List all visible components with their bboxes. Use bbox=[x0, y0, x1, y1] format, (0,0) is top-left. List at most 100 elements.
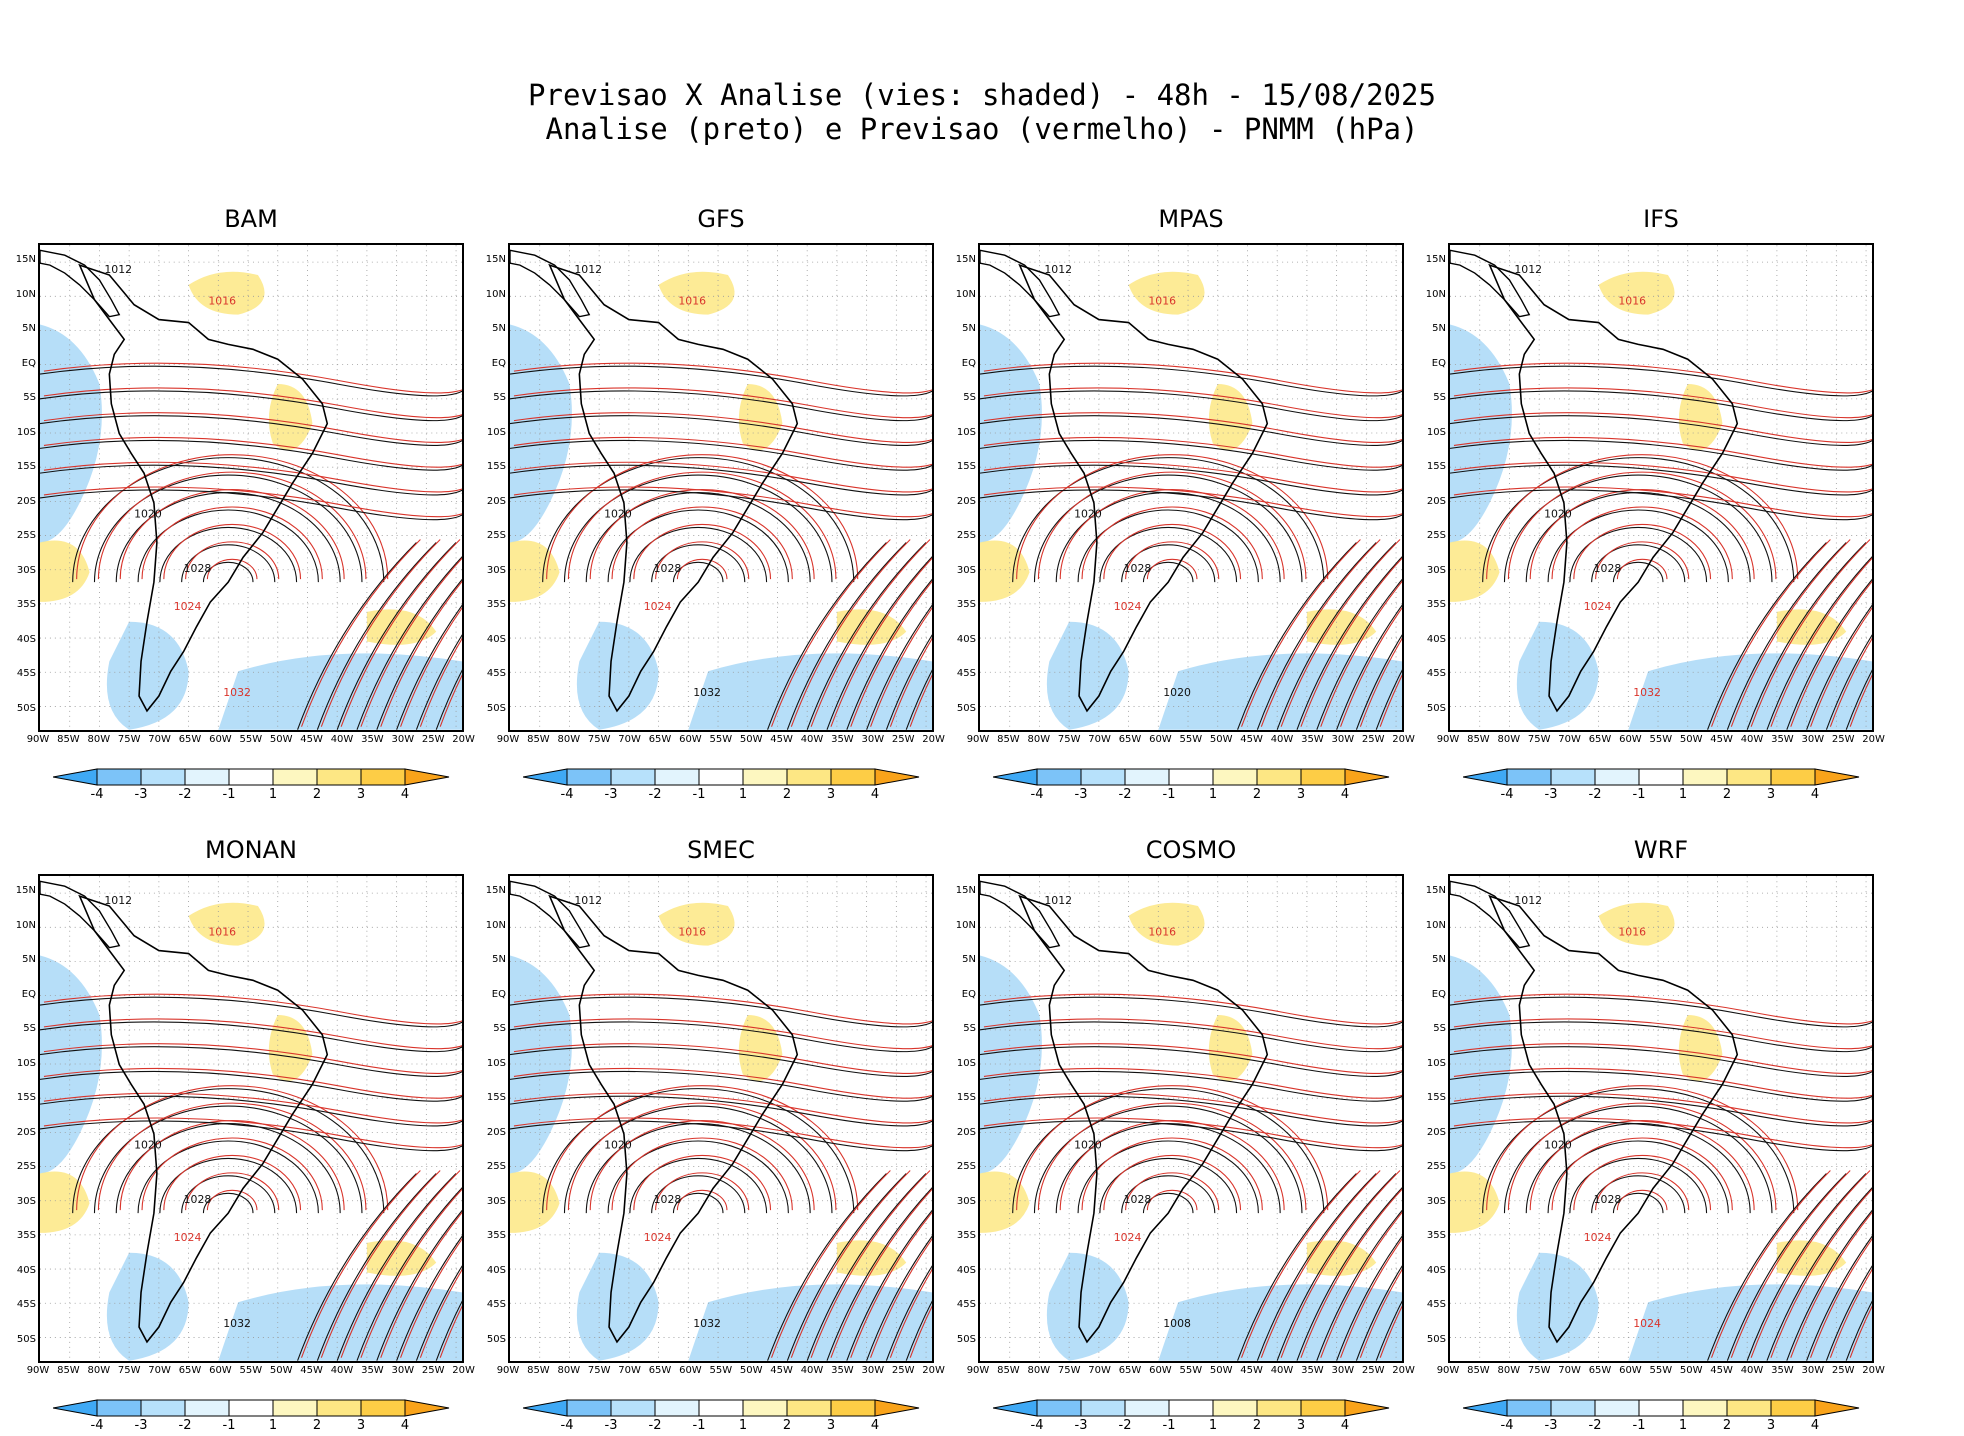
analysis-isobar bbox=[651, 544, 746, 583]
analysis-isobar bbox=[980, 1070, 1402, 1102]
analysis-isobar bbox=[846, 1209, 932, 1361]
latitude-tick-label: EQ bbox=[961, 357, 976, 369]
longitude-tick-label: 20W bbox=[922, 1365, 945, 1376]
isobar-label: 1020 bbox=[1544, 1139, 1572, 1152]
analysis-isobar bbox=[510, 1095, 932, 1127]
forecast-isobar bbox=[380, 580, 462, 727]
latitude-tick-label: 25S bbox=[956, 1161, 976, 1172]
analysis-isobar bbox=[672, 1192, 724, 1214]
colorbar-tick-label: -3 bbox=[134, 787, 148, 802]
colorbar-tick-label: 2 bbox=[1252, 787, 1262, 802]
analysis-isobar bbox=[510, 996, 932, 1028]
longitude-tick-label: 35W bbox=[1301, 1365, 1324, 1376]
positive-bias-area bbox=[980, 540, 1030, 602]
latitude-tick-label: 40S bbox=[1426, 633, 1446, 645]
colorbar-tick-label: -3 bbox=[1074, 787, 1088, 802]
longitude-tick-label: 40W bbox=[330, 1365, 354, 1376]
colorbar-segment bbox=[228, 768, 274, 786]
colorbar-segment bbox=[272, 768, 318, 786]
forecast-isobar bbox=[790, 1170, 911, 1358]
positive-bias-area bbox=[40, 540, 90, 602]
colorbar-tick-label: 3 bbox=[826, 1418, 836, 1433]
analysis-isobar bbox=[866, 1235, 932, 1361]
latitude-tick-label: 5N bbox=[1432, 954, 1446, 965]
analysis-isobar bbox=[202, 561, 254, 583]
latitude-tick-label: 25S bbox=[1426, 530, 1446, 541]
analysis-isobar bbox=[297, 1173, 417, 1361]
longitude-tick-label: 55W bbox=[1179, 734, 1203, 745]
forecast-isobar bbox=[909, 674, 932, 727]
latitude-tick-label: 20S bbox=[956, 1126, 976, 1138]
analysis-isobar bbox=[40, 996, 462, 1028]
colorbar-segment bbox=[993, 768, 1038, 786]
analysis-isobar bbox=[510, 415, 932, 446]
latitude-tick-label: 35S bbox=[1426, 599, 1446, 610]
forecast-isobar bbox=[676, 558, 728, 580]
analysis-isobar bbox=[1355, 634, 1402, 730]
forecast-isobar bbox=[1453, 1018, 1872, 1050]
analysis-isobar bbox=[866, 604, 932, 730]
analysis-isobar bbox=[1786, 578, 1872, 730]
latitude-tick-label: EQ bbox=[491, 988, 506, 1000]
colorbar-segment bbox=[96, 768, 142, 786]
colorbar-segment bbox=[360, 768, 406, 786]
latitude-tick-label: 35S bbox=[16, 599, 36, 610]
longitude-tick-label: 35W bbox=[831, 734, 854, 745]
colorbar-tick-label: -1 bbox=[1162, 787, 1176, 802]
forecast-isobar bbox=[185, 1172, 280, 1211]
latitude-tick-label: 10S bbox=[16, 426, 36, 438]
analysis-isobar bbox=[1845, 1300, 1872, 1361]
latitude-tick-label: 5N bbox=[962, 954, 976, 965]
forecast-isobar bbox=[870, 1238, 932, 1358]
analysis-isobar bbox=[542, 1088, 855, 1214]
forecast-isobar bbox=[141, 506, 323, 580]
colorbar-segment bbox=[523, 1399, 568, 1417]
latitude-tick-label: 15S bbox=[1426, 1092, 1446, 1103]
colorbar-segment bbox=[96, 1399, 142, 1417]
analysis-isobar bbox=[1256, 542, 1377, 730]
forecast-isobar bbox=[513, 1043, 932, 1074]
south-america-coastline bbox=[548, 894, 799, 1344]
forecast-isobar bbox=[1300, 1188, 1402, 1358]
analysis-isobar bbox=[826, 556, 932, 730]
forecast-isobar bbox=[1379, 674, 1402, 727]
forecast-isobar bbox=[546, 454, 859, 580]
analysis-isobar bbox=[629, 526, 768, 583]
isobar-label: 1020 bbox=[604, 1139, 632, 1152]
isobar-label: 1024 bbox=[1633, 1317, 1661, 1330]
analysis-isobar bbox=[72, 1088, 385, 1214]
forecast-isobar bbox=[1453, 993, 1872, 1025]
longitude-tick-label: 75W bbox=[1527, 734, 1551, 745]
analysis-isobar bbox=[40, 390, 462, 422]
colorbar-segment bbox=[1594, 768, 1640, 786]
forecast-isobar bbox=[163, 1154, 302, 1211]
colorbar-tick-label: -3 bbox=[1544, 787, 1558, 802]
colorbar-segment bbox=[272, 1399, 318, 1417]
isobar-label: 1024 bbox=[174, 1231, 202, 1244]
analysis-isobar bbox=[1077, 509, 1259, 583]
analysis-isobar bbox=[1503, 1105, 1773, 1214]
positive-bias-area bbox=[188, 902, 265, 946]
analysis-isobar bbox=[510, 1021, 932, 1053]
positive-bias-area bbox=[658, 271, 735, 315]
positive-bias-area bbox=[268, 1014, 313, 1082]
isobar-label: 1020 bbox=[134, 508, 162, 521]
analysis-isobar bbox=[1746, 1173, 1867, 1361]
longitude-tick-label: 85W bbox=[997, 1365, 1020, 1376]
map-canvas: 1012 1016 1020 1024 1028 1024 bbox=[1450, 876, 1872, 1361]
analysis-isobar bbox=[297, 542, 417, 730]
forecast-isobar bbox=[513, 1092, 932, 1124]
latitude-tick-label: 10N bbox=[15, 919, 36, 931]
latitude-tick-label: 40S bbox=[486, 633, 506, 645]
analysis-isobar bbox=[1591, 1175, 1686, 1214]
latitude-tick-label: 20S bbox=[486, 1126, 506, 1138]
analysis-isobar bbox=[980, 1046, 1402, 1077]
isobar-label: 1024 bbox=[174, 600, 202, 613]
analysis-isobar bbox=[651, 1175, 746, 1214]
forecast-isobar bbox=[1280, 539, 1401, 727]
forecast-isobar bbox=[301, 539, 421, 727]
analysis-isobar bbox=[980, 1095, 1402, 1127]
latitude-tick-label: 15N bbox=[955, 885, 976, 896]
colorbar-segment bbox=[874, 1399, 920, 1417]
forecast-isobar bbox=[1486, 454, 1799, 580]
